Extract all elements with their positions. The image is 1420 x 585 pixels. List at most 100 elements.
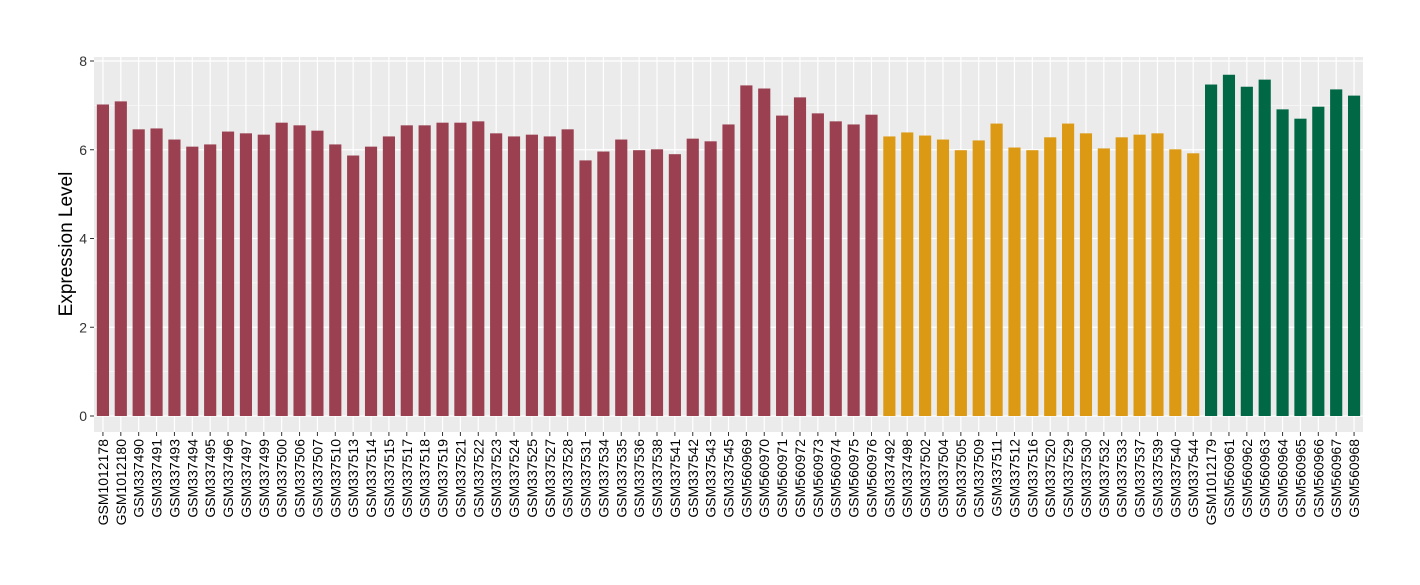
x-tick-label: GSM560962 bbox=[1239, 439, 1255, 518]
bar-GSM560962 bbox=[1240, 86, 1253, 417]
bar-GSM337509 bbox=[972, 140, 985, 416]
bar-GSM337500 bbox=[275, 122, 288, 417]
x-tick-label: GSM337545 bbox=[721, 439, 737, 518]
bar-GSM337516 bbox=[1026, 150, 1039, 416]
bar-GSM560974 bbox=[829, 121, 842, 416]
bar-GSM1012179 bbox=[1205, 84, 1218, 417]
y-tick-label: 2 bbox=[79, 319, 87, 335]
bar-GSM337506 bbox=[293, 125, 306, 416]
y-tick-label: 8 bbox=[79, 53, 87, 69]
x-tick-label: GSM337512 bbox=[1006, 439, 1022, 518]
bar-GSM560975 bbox=[847, 124, 860, 417]
bar-GSM337493 bbox=[168, 139, 181, 416]
x-tick-label: GSM337496 bbox=[220, 439, 236, 518]
bar-GSM337496 bbox=[221, 131, 235, 416]
bar-GSM337541 bbox=[668, 154, 681, 416]
bar-GSM337510 bbox=[329, 144, 342, 417]
x-tick-label: GSM560968 bbox=[1346, 439, 1362, 518]
bar-GSM1012180 bbox=[114, 101, 127, 416]
x-tick-label: GSM560965 bbox=[1292, 439, 1308, 518]
x-tick-label: GSM1012180 bbox=[113, 439, 129, 526]
x-tick-label: GSM337542 bbox=[685, 439, 701, 518]
y-tick-label: 6 bbox=[79, 142, 87, 158]
bar-GSM560963 bbox=[1258, 79, 1271, 416]
bar-GSM560965 bbox=[1294, 118, 1307, 416]
x-tick-label: GSM337528 bbox=[560, 439, 576, 518]
bar-GSM337491 bbox=[150, 128, 163, 416]
bar-GSM337521 bbox=[454, 122, 467, 417]
bar-GSM337495 bbox=[204, 144, 217, 417]
bar-GSM337505 bbox=[954, 150, 967, 416]
x-tick-label: GSM560969 bbox=[738, 439, 754, 518]
bar-GSM337507 bbox=[311, 130, 324, 416]
x-tick-label: GSM560964 bbox=[1275, 439, 1291, 518]
x-tick-label: GSM337500 bbox=[274, 439, 290, 518]
x-tick-label: GSM337502 bbox=[917, 439, 933, 518]
x-tick-label: GSM337493 bbox=[166, 439, 182, 518]
x-tick-label: GSM560972 bbox=[792, 439, 808, 518]
bar-GSM337538 bbox=[650, 149, 664, 416]
x-tick-label: GSM560973 bbox=[810, 439, 826, 518]
x-tick-label: GSM337524 bbox=[506, 439, 522, 518]
bar-GSM337540 bbox=[1169, 149, 1182, 416]
bar-GSM337498 bbox=[901, 132, 914, 416]
x-tick-label: GSM337523 bbox=[488, 439, 504, 518]
x-tick-label: GSM337494 bbox=[184, 439, 200, 518]
x-tick-label: GSM337530 bbox=[1078, 439, 1094, 518]
bar-GSM1012178 bbox=[96, 104, 110, 417]
x-tick-label: GSM337492 bbox=[881, 439, 897, 518]
x-tick-label: GSM337515 bbox=[381, 439, 397, 518]
bar-GSM337511 bbox=[990, 123, 1003, 416]
bar-GSM337514 bbox=[364, 146, 378, 417]
x-tick-label: GSM337532 bbox=[1096, 439, 1112, 518]
x-tick-label: GSM337491 bbox=[149, 439, 165, 518]
bar-GSM560973 bbox=[811, 113, 824, 417]
bar-GSM337522 bbox=[472, 121, 485, 416]
bar-GSM337533 bbox=[1115, 137, 1128, 416]
x-tick-label: GSM337490 bbox=[131, 439, 147, 518]
x-tick-label: GSM337521 bbox=[452, 439, 468, 518]
bar-GSM337512 bbox=[1008, 147, 1021, 416]
bar-GSM337525 bbox=[525, 134, 538, 416]
bar-GSM560972 bbox=[793, 97, 807, 416]
x-tick-label: GSM560971 bbox=[774, 439, 790, 518]
bar-GSM560967 bbox=[1330, 89, 1343, 417]
bar-GSM337490 bbox=[132, 129, 145, 416]
x-tick-label: GSM337507 bbox=[309, 439, 325, 518]
x-tick-label: GSM337516 bbox=[1024, 439, 1040, 518]
x-tick-label: GSM337517 bbox=[399, 439, 415, 518]
bar-GSM337536 bbox=[633, 150, 646, 416]
y-axis-label: Expression Level bbox=[56, 172, 77, 317]
x-tick-label: GSM337540 bbox=[1167, 439, 1183, 518]
bar-GSM337519 bbox=[436, 122, 449, 417]
x-tick-label: GSM337533 bbox=[1114, 439, 1130, 518]
x-tick-label: GSM337541 bbox=[667, 439, 683, 518]
bar-GSM337530 bbox=[1079, 133, 1093, 417]
x-tick-label: GSM1012178 bbox=[95, 439, 111, 526]
bar-GSM560968 bbox=[1347, 95, 1361, 417]
bar-GSM560966 bbox=[1312, 106, 1325, 417]
x-tick-label: GSM337537 bbox=[1132, 439, 1148, 518]
x-tick-label: GSM337509 bbox=[971, 439, 987, 518]
bar-GSM337520 bbox=[1044, 137, 1057, 416]
x-tick-label: GSM337497 bbox=[238, 439, 254, 518]
x-tick-label: GSM337513 bbox=[345, 439, 361, 518]
x-tick-label: GSM337498 bbox=[899, 439, 915, 518]
bar-GSM337535 bbox=[615, 139, 628, 416]
x-tick-label: GSM337511 bbox=[989, 439, 1005, 517]
x-tick-label: GSM337539 bbox=[1149, 439, 1165, 518]
bar-GSM337502 bbox=[919, 135, 932, 417]
bar-GSM337539 bbox=[1151, 133, 1164, 417]
x-tick-label: GSM337536 bbox=[631, 439, 647, 518]
x-tick-label: GSM560974 bbox=[828, 439, 844, 518]
bar-GSM560971 bbox=[776, 115, 789, 417]
x-tick-label: GSM560966 bbox=[1310, 439, 1326, 518]
x-tick-label: GSM1012179 bbox=[1203, 439, 1219, 526]
bar-GSM560969 bbox=[740, 85, 753, 416]
x-tick-label: GSM337527 bbox=[542, 439, 558, 518]
bar-GSM337504 bbox=[936, 139, 950, 416]
bar-GSM337528 bbox=[561, 129, 574, 416]
x-tick-label: GSM337519 bbox=[435, 439, 451, 518]
x-tick-label: GSM337522 bbox=[470, 439, 486, 518]
